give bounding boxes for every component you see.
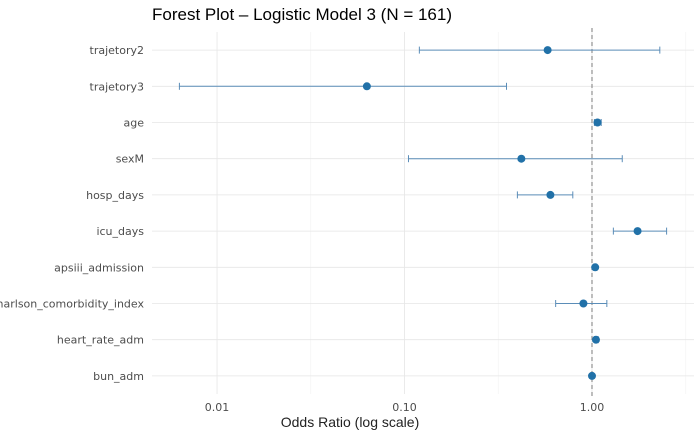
y-tick-label: hosp_days xyxy=(86,189,144,202)
point-estimate xyxy=(546,190,555,199)
point-estimate xyxy=(543,46,552,55)
y-tick-label: heart_rate_adm xyxy=(57,334,144,347)
point-estimate xyxy=(587,371,596,380)
point-estimate xyxy=(591,335,600,344)
point-estimate xyxy=(591,263,600,272)
point-estimate xyxy=(593,118,602,127)
chart-title: Forest Plot – Logistic Model 3 (N = 161) xyxy=(152,5,452,24)
y-tick-label: charlson_comorbidity_index xyxy=(0,298,144,311)
y-tick-label: trajetory2 xyxy=(90,44,144,57)
y-tick-label: trajetory3 xyxy=(90,80,144,93)
point-estimate xyxy=(517,154,526,163)
y-tick-label: apsiii_admission xyxy=(54,261,144,274)
point-estimate xyxy=(579,299,588,308)
x-tick-label: 0.10 xyxy=(392,401,417,414)
x-tick-label: 1.00 xyxy=(580,401,605,414)
x-tick-label: 0.01 xyxy=(205,401,230,414)
y-tick-label: icu_days xyxy=(96,225,144,238)
point-estimate xyxy=(633,227,642,236)
point-estimate xyxy=(362,82,371,91)
y-tick-label: sexM xyxy=(116,153,144,166)
x-axis-label: Odds Ratio (log scale) xyxy=(280,414,420,430)
y-tick-label: bun_adm xyxy=(93,370,144,383)
y-tick-label: age xyxy=(124,117,145,130)
